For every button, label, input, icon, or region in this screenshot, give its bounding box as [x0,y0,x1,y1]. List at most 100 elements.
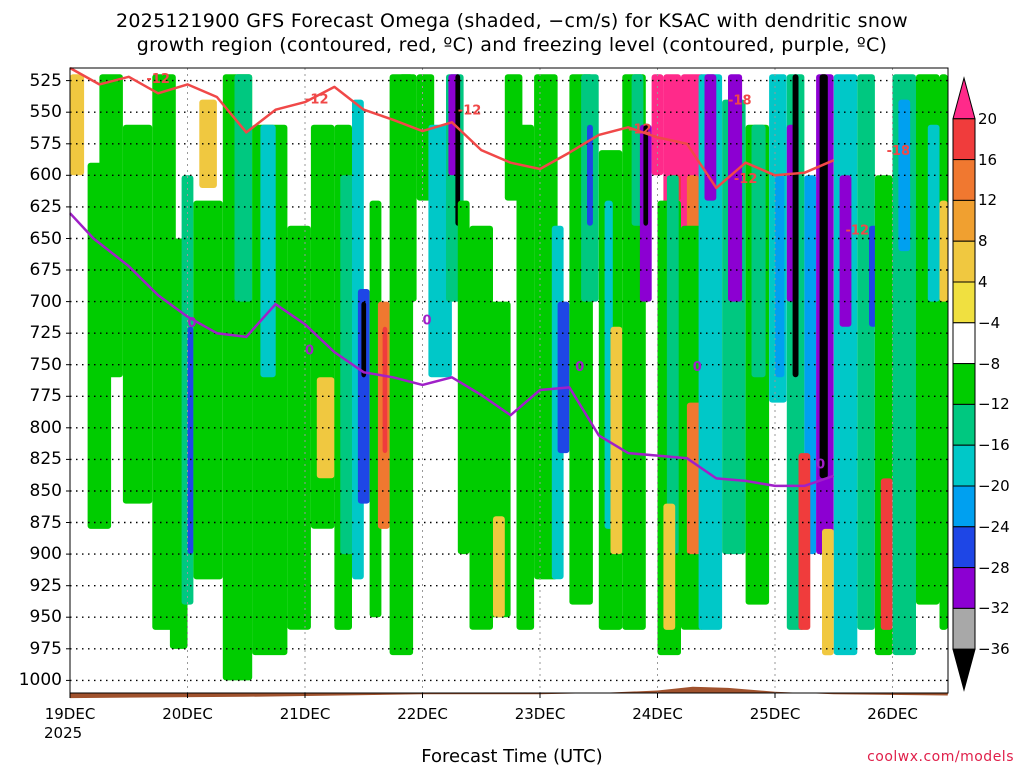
y-tick-label: 825 [29,449,62,470]
y-tick-label: 550 [29,102,62,123]
x-tick-label: 19DEC [44,705,96,723]
freezing-contour-label: 0 [575,360,584,375]
terrain-fill [70,686,948,699]
colorbar-segment [952,199,976,242]
omega-shading-cell [234,74,253,302]
omega-shading-cell [751,124,766,378]
y-tick-label: 625 [29,196,62,217]
colorbar-label: −20 [978,477,1010,495]
colorbar-label: −12 [978,395,1010,414]
colorbar-segment [952,403,976,446]
omega-shading-cell [382,326,388,454]
x-tick-label: 23DEC [514,705,566,723]
x-tick-label: 20DEC [162,705,213,723]
y-tick-label: 975 [29,638,62,659]
omega-shading-cell [357,289,370,504]
dgz-contour-label: -12 [628,123,652,138]
colorbar-label: −16 [978,436,1010,455]
colorbar-label: 16 [978,150,998,169]
omega-shading-cell [643,124,649,226]
dgz-contour-label: -12 [146,72,170,87]
omega-shading-cell [399,74,417,302]
freezing-contour-label: 0 [693,360,702,375]
omega-shading-cell [557,301,570,454]
colorbar-label: −32 [978,599,1010,618]
y-tick-label: 900 [29,544,62,565]
omega-shading-cell [99,74,123,378]
omega-shading-cell [798,453,811,630]
y-tick-label: 950 [29,607,62,628]
y-tick-label: 1000 [18,670,62,691]
grid-layer [66,68,948,698]
x-axis-title: Forecast Time (UTC) [421,746,603,767]
x-tick-label: 26DEC [867,705,918,723]
chart-title-line-2: growth region (contoured, red, ºC) and f… [136,34,888,56]
y-tick-label: 775 [29,386,62,407]
dgz-contour-label: -18 [728,94,752,109]
contour-labels-layer: -12 -12 -12 -12 -18 -12 -12 -18 0 0 0 0 0 0 [146,72,910,472]
omega-shading-cell [610,326,623,555]
colorbar-segment [952,648,976,692]
freezing-level-contour [69,212,835,488]
omega-shading-cell [939,200,948,302]
colorbar-label: 12 [978,191,998,210]
y-tick-label: 925 [29,575,62,596]
colorbar-label: −28 [978,558,1010,577]
dgz-minus12-contour [69,66,835,190]
site-footer-link[interactable]: coolwx.com/models [867,749,1014,765]
chart-title-line-1: 2025121900 GFS Forecast Omega (shaded, −… [115,10,908,32]
x-tick-label: 24DEC [632,705,683,723]
x-tick-label: 21DEC [279,705,331,723]
colorbar-label: 4 [978,273,988,291]
omega-shading-cell [187,326,194,555]
dgz-contour-label: -12 [846,224,870,239]
freezing-contour-label: 0 [423,313,432,328]
omega-shading-cell [927,124,940,302]
omega-shading-cell [819,74,828,479]
omega-shading-cell [704,74,717,201]
omega-shading-cell [939,74,948,630]
colorbar-segment [952,567,976,609]
colorbar-segment [952,118,976,161]
omega-shading-cell [833,74,858,656]
omega-shading-cell [316,377,335,479]
colorbar-segment [952,485,976,528]
dgz-contour-label: -18 [887,144,911,159]
omega-shading-cell [457,200,470,555]
colorbar-segment [952,526,976,569]
omega-shading-cell [260,124,276,378]
colorbar [952,76,976,692]
y-tick-label: 875 [29,512,62,533]
omega-shading-cell [666,175,679,555]
omega-shading-cell [775,175,785,378]
colorbar-segment [952,607,976,650]
colorbar-label: 20 [978,109,998,128]
y-tick-label: 600 [29,165,62,186]
plot-frame [69,67,949,694]
freezing-contour-label: 0 [816,457,825,472]
dgz-contour-label: -12 [305,92,329,107]
colorbar-segment [952,76,976,120]
omega-shading-cell [839,175,852,327]
colorbar-label: 8 [978,232,988,251]
colorbar-segment [952,444,976,487]
omega-shading-cell [193,200,223,580]
colorbar-label: −4 [978,313,1001,332]
y-tick-label: 575 [29,133,62,154]
omega-shading-cell [361,301,367,378]
omega-shading-cell [455,74,461,226]
y-tick-label: 850 [29,481,62,501]
y-tick-label: 800 [29,417,62,438]
omega-shading-cell [516,124,535,630]
omega-shading-cell [792,74,799,378]
x-tick-label: 22DEC [397,705,448,723]
omega-shading-cell [651,74,664,176]
x-tick-label: 25DEC [749,705,801,723]
omega-shading-cell [587,124,593,226]
colorbar-label: −24 [978,517,1010,536]
omega-shading-cell [663,503,676,630]
colorbar-segment [952,281,976,324]
omega-shading-cell [70,74,85,176]
y-tick-label: 750 [29,354,62,375]
